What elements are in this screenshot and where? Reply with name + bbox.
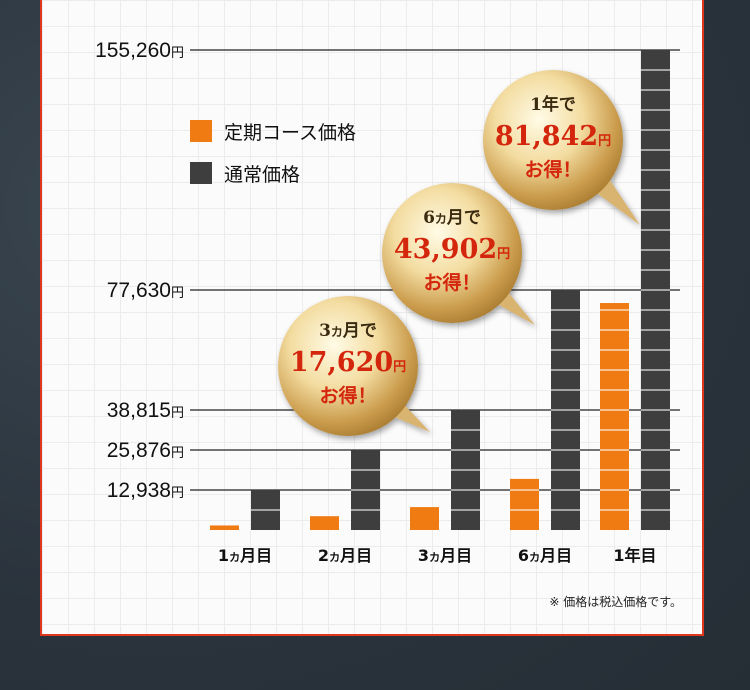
bar-subscription-2 [410, 507, 439, 530]
savings-bubbles: 1年で81,842円お得！6カ月で43,902円お得！3カ月で17,620円お得… [278, 70, 640, 436]
x-tick-label: 3カ月目 [418, 546, 472, 565]
bars [210, 50, 670, 530]
legend-swatch [190, 162, 212, 184]
bar-subscription-1 [310, 516, 339, 530]
bubble-period: 6カ月で [423, 208, 481, 228]
y-tick-label: 12,938円 [107, 479, 184, 502]
bar-regular-3 [551, 290, 580, 530]
x-tick-label: 1年目 [613, 546, 656, 565]
legend-swatch [190, 120, 212, 142]
bubble-circle [278, 296, 418, 436]
legend-label: 定期コース価格 [224, 122, 356, 144]
bubble-text: お得！ [524, 158, 581, 181]
bubble-circle [382, 183, 522, 323]
legend-label: 通常価格 [224, 164, 300, 186]
y-tick-label: 25,876円 [107, 439, 184, 462]
bar-regular-2 [451, 410, 480, 530]
bubble-amount: 17,620円 [290, 347, 406, 378]
bubble-amount: 43,902円 [394, 234, 510, 265]
x-axis-labels: 1カ月目 2カ月目 3カ月目 6カ月目 1年目 [218, 546, 657, 565]
savings-bubble [483, 70, 640, 225]
bubble-circle [483, 70, 623, 210]
bar-subscription-0 [210, 525, 239, 530]
bar-regular-1 [351, 450, 380, 530]
bubble-text: お得！ [423, 271, 480, 294]
bubble-period: 3カ月で [319, 321, 377, 341]
x-tick-label: 2カ月目 [318, 546, 372, 565]
bar-subscription-3 [510, 478, 539, 530]
y-tick-label: 77,630円 [107, 279, 184, 302]
bar-regular-4 [641, 50, 670, 530]
bar-regular-0 [251, 490, 280, 530]
y-tick-label: 155,260円 [95, 39, 184, 62]
bubble-text: お得！ [319, 384, 376, 407]
bubble-amount: 81,842円 [495, 121, 611, 152]
legend-item: 定期コース価格 [190, 120, 356, 144]
y-tick-label: 38,815円 [107, 399, 184, 422]
tax-note: ※ 価格は税込価格です。 [549, 594, 682, 609]
x-tick-label: 1カ月目 [218, 546, 272, 565]
savings-bubble [278, 296, 430, 436]
bar-subscription-4 [600, 303, 629, 530]
y-axis-ticks: 155,260円 77,630円 38,815円 25,876円 12,938円 [95, 39, 184, 502]
savings-bubble [382, 183, 535, 325]
bubble-period: 1年で [530, 94, 576, 115]
x-tick-label: 6カ月目 [518, 546, 572, 565]
legend-item: 通常価格 [190, 162, 300, 186]
